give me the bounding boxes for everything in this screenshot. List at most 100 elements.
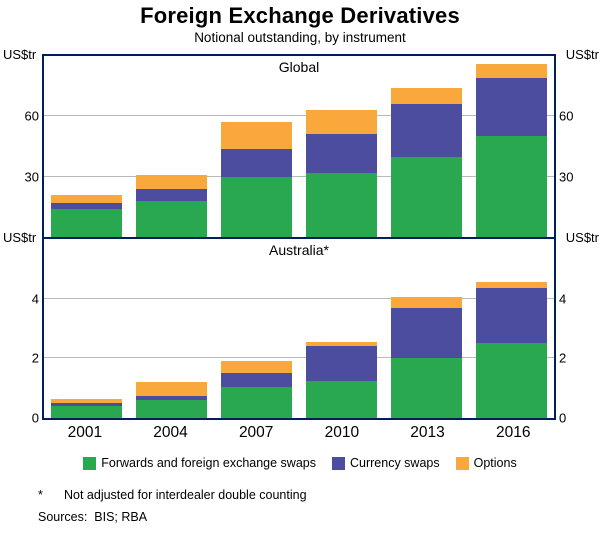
bar-segment-options (50, 398, 123, 404)
x-tick-label-2004: 2004 (153, 424, 188, 441)
bar-segment-currency_swaps (305, 134, 378, 173)
bar-segment-currency_swaps (135, 188, 208, 201)
legend: Forwards and foreign exchange swaps Curre… (0, 456, 600, 470)
stacked-bar-2001 (50, 239, 123, 418)
chart-subtitle: Notional outstanding, by instrument (194, 30, 406, 45)
bar-segment-currency_swaps (50, 202, 123, 209)
bar-segment-forwards (475, 136, 548, 237)
legend-item-forwards: Forwards and foreign exchange swaps (83, 456, 316, 470)
y-tick-label: 4 (559, 291, 567, 307)
bar-segment-currency_swaps (390, 307, 463, 359)
stacked-bar-2010 (305, 239, 378, 418)
bar-segment-forwards (220, 176, 293, 237)
legend-label-options: Options (473, 456, 517, 470)
bar-group-2007 (214, 56, 299, 237)
y-axis-unit-mid-right: US$tr (565, 230, 599, 245)
legend-swatch-currency_swaps (332, 456, 345, 470)
bar-group-2004 (129, 56, 214, 237)
legend-label-forwards: Forwards and foreign exchange swaps (101, 456, 316, 470)
chart-title: Foreign Exchange Derivatives (140, 3, 460, 28)
y-tick-label: 30 (24, 169, 39, 185)
legend-item-options: Options (455, 456, 517, 470)
bar-group-2007 (214, 239, 299, 418)
x-tick-label-2001: 2001 (67, 424, 103, 441)
panel-title-global: Global (278, 59, 320, 75)
bar-group-2013 (384, 239, 469, 418)
legend-label-currency_swaps: Currency swaps (350, 456, 440, 470)
stacked-bar-2004 (135, 56, 208, 237)
y-tick-label: 2 (559, 350, 567, 366)
bar-segment-options (475, 282, 548, 289)
legend-item-currency_swaps: Currency swaps (332, 456, 440, 470)
y-axis-unit-top-left: US$tr (3, 47, 37, 62)
bar-segment-options (390, 297, 463, 308)
bar-segment-currency_swaps (305, 346, 378, 381)
legend-swatch-options (455, 456, 469, 470)
panel-global: US$tr US$tr Global 30 30 60 60 (3, 48, 599, 239)
bar-segment-forwards (50, 406, 123, 418)
x-axis-labels: 2001 2004 2007 2010 2013 2016 (42, 424, 556, 442)
bar-group-2013 (384, 56, 469, 237)
gridline (44, 115, 554, 117)
bar-segment-options (50, 194, 123, 203)
bar-segment-currency_swaps (50, 403, 123, 407)
x-tick-label-2010: 2010 (324, 424, 360, 441)
bar-segment-currency_swaps (475, 288, 548, 344)
sources-line: Sources: BIS; RBA (38, 510, 148, 524)
stacked-bar-2001 (50, 56, 123, 237)
plot-frame: US$tr US$tr Global 30 30 60 60 US$tr US$tr … (3, 48, 599, 425)
bar-segment-options (135, 382, 208, 396)
x-tick-label-2013: 2013 (410, 424, 445, 441)
bar-segment-options (305, 341, 378, 347)
bar-group-2010 (299, 56, 384, 237)
footnote: * Not adjusted for interdealer double co… (38, 488, 307, 502)
y-axis-unit-mid-left: US$tr (3, 230, 37, 245)
stacked-bar-2013 (390, 56, 463, 237)
footnote-marker: * (38, 488, 43, 502)
bar-segment-forwards (390, 156, 463, 237)
gridline (44, 297, 554, 299)
y-tick-label: 2 (31, 350, 39, 366)
bar-segment-forwards (390, 358, 463, 418)
footnote-text: Not adjusted for interdealer double coun… (64, 488, 307, 502)
y-tick-label: 30 (559, 169, 574, 185)
bar-segment-currency_swaps (390, 104, 463, 157)
bars-layer (44, 239, 554, 418)
bar-segment-options (220, 361, 293, 374)
y-tick-label: 60 (559, 108, 574, 124)
gridline (44, 175, 554, 177)
stacked-bar-2013 (390, 239, 463, 418)
bars-layer (44, 56, 554, 237)
bar-segment-forwards (135, 400, 208, 418)
bar-segment-options (220, 122, 293, 149)
panel-title-australia: Australia* (269, 242, 329, 258)
bar-segment-forwards (135, 200, 208, 237)
bar-segment-forwards (475, 343, 548, 418)
bar-group-2001 (44, 239, 129, 418)
stacked-bar-2010 (305, 56, 378, 237)
bar-segment-currency_swaps (135, 395, 208, 401)
bar-segment-options (390, 88, 463, 105)
bar-group-2016 (469, 239, 554, 418)
bar-group-2010 (299, 239, 384, 418)
bar-group-2001 (44, 56, 129, 237)
bar-segment-currency_swaps (220, 373, 293, 387)
stacked-bar-2007 (220, 239, 293, 418)
bar-segment-currency_swaps (475, 78, 548, 137)
bar-segment-currency_swaps (220, 148, 293, 177)
bar-group-2016 (469, 56, 554, 237)
x-tick-label-2007: 2007 (238, 424, 274, 441)
bar-segment-forwards (220, 386, 293, 418)
bar-segment-options (305, 110, 378, 135)
stacked-bar-2004 (135, 239, 208, 418)
bar-group-2004 (129, 239, 214, 418)
y-tick-label: 4 (31, 291, 39, 307)
x-tick-label-2016: 2016 (495, 424, 531, 441)
stacked-bar-2016 (475, 239, 548, 418)
y-tick-label: 0 (559, 410, 567, 426)
stacked-bar-2016 (475, 56, 548, 237)
bar-segment-options (475, 64, 548, 79)
y-axis-unit-top-right: US$tr (565, 47, 599, 62)
panel-australia: US$tr US$tr Australia* 0 0 2 2 4 4 (3, 231, 599, 425)
